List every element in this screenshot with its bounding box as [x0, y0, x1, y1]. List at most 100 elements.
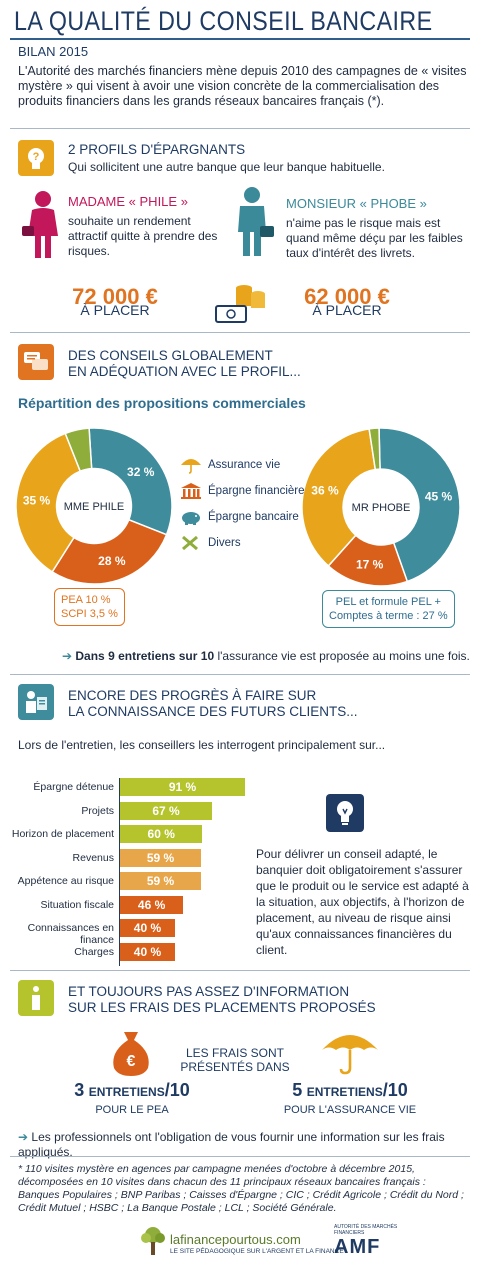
money-bag-icon: € — [108, 1028, 154, 1083]
bar: 59 % — [120, 872, 202, 890]
donut-slice-assurance-vie — [15, 432, 82, 573]
donut-data-label: 28 % — [98, 554, 126, 568]
man-icon — [232, 186, 276, 263]
section-divider — [10, 128, 470, 129]
madame-name: MADAME « PHILE » — [68, 194, 188, 209]
section4-title-2: SUR LES FRAIS DES PLACEMENTS PROPOSÉS — [68, 1000, 376, 1015]
legend-item-divers: Divers — [180, 534, 305, 552]
av-count: 5 — [292, 1080, 303, 1100]
section3-lead: Lors de l'entretien, les conseillers les… — [18, 738, 386, 752]
pea-stat: 3 ENTRETIENS/10 — [72, 1080, 192, 1101]
fees-conclusion: Les professionnels ont l'obligation de v… — [18, 1130, 445, 1159]
section1-title: 2 PROFILS D'ÉPARGNANTS — [68, 142, 246, 157]
av-stat: 5 ENTRETIENS/10 — [290, 1080, 410, 1101]
phobe-note-cat: Comptes à terme : 27 % — [329, 610, 448, 622]
donut-data-label: 35 % — [23, 494, 51, 508]
bar: 40 % — [120, 919, 175, 937]
legend-item-epargne-bancaire: Épargne bancaire — [180, 508, 305, 526]
bar: 46 % — [120, 895, 184, 914]
umbrella-icon — [181, 459, 201, 474]
section2-conclusion: ➔ Dans 9 entretiens sur 10 l'assurance v… — [62, 649, 470, 664]
section3-title-1: ENCORE DES PROGRÈS À FAIRE SUR — [68, 688, 317, 703]
conclusion-bold: Dans 9 entretiens sur 10 — [75, 649, 215, 663]
advice-text: Pour délivrer un conseil adapté, le banq… — [256, 847, 469, 957]
donut-data-label: 36 % — [311, 483, 339, 497]
money-icon — [214, 276, 270, 329]
chat-bubbles-icon — [18, 344, 54, 380]
donut-slice--pargne-financi-re — [51, 518, 168, 585]
conclusion-rest: l'assurance vie est proposée au moins un… — [214, 649, 470, 663]
fees-center-text: LES FRAIS SONT PRÉSENTÉS DANS — [180, 1046, 290, 1074]
donut-data-label: 32 % — [127, 465, 155, 479]
bar-category-label: Situation fiscale — [40, 898, 114, 911]
donut-chart-phobe: 45 % 17 % 36 % MR PHOBE — [301, 427, 461, 587]
bar-category-label: Charges — [74, 945, 114, 958]
question-icon: ? — [18, 140, 54, 176]
donut-data-label: 17 % — [356, 557, 384, 571]
intro-text: L'Autorité des marchés financiers mène d… — [18, 64, 467, 108]
bar-chart-questions: Épargne détenue 91 % Projets 67 % Horizon de… — [0, 778, 250, 968]
madame-place: À PLACER — [80, 302, 150, 318]
amf-logo[interactable]: AMF — [334, 1236, 381, 1258]
section3-title-2: LA CONNAISSANCE DES FUTURS CLIENTS... — [68, 704, 358, 719]
section2-title-2: EN ADÉQUATION AVEC LE PROFIL... — [68, 364, 301, 379]
pea-count: 3 — [74, 1080, 85, 1100]
legend-item-epargne-financiere: Épargne financière — [180, 482, 305, 500]
donut-center-label: MME PHILE — [64, 501, 125, 513]
arrow-icon: ➔ — [18, 1130, 32, 1144]
av-word: ENTRETIENS — [306, 1085, 383, 1099]
legend-label: Assurance vie — [208, 459, 281, 471]
legend-label: Épargne bancaire — [208, 511, 299, 523]
amf-small-text: AUTORITÉ DES MARCHÉS FINANCIERS — [334, 1224, 398, 1236]
donut-slice-divers — [368, 427, 381, 471]
section-divider — [10, 1156, 470, 1157]
info-icon — [18, 980, 54, 1016]
page-subtitle: BILAN 2015 — [18, 44, 89, 59]
fees-line-2: PRÉSENTÉS DANS — [180, 1060, 290, 1074]
legend-label: Divers — [208, 537, 241, 549]
donut-slice-assurance-vie — [301, 428, 377, 567]
bar-category-label: Connaissances en finance — [27, 922, 114, 946]
av-total: /10 — [382, 1080, 408, 1100]
donut-slice--pargne-bancaire — [378, 427, 461, 583]
monsieur-amount: 62 000 € — [304, 284, 390, 309]
woman-icon — [22, 190, 64, 265]
person-reading-icon — [18, 684, 54, 720]
phile-note-scpi: SCPI 3,5 % — [61, 608, 118, 620]
svg-text:?: ? — [33, 151, 40, 163]
monsieur-place: À PLACER — [312, 302, 382, 318]
bar-category-label: Horizon de placement — [11, 828, 114, 840]
section-divider — [10, 332, 470, 333]
lafinancepourtous-logo[interactable]: lafinancepourtous.com — [170, 1232, 301, 1247]
madame-desc: souhaite un rendement attractif quitte à… — [68, 214, 218, 258]
page-title: LA QUALITÉ DU CONSEIL BANCAIRE — [14, 6, 433, 36]
section4-conclusion: ➔ Les professionnels ont l'obligation de… — [18, 1130, 470, 1160]
phile-note-box: PEA 10 % SCPI 3,5 % — [54, 588, 125, 626]
legend-label: Épargne financière — [208, 485, 305, 497]
chart-legend: Assurance vie Épargne financière Épargne… — [180, 456, 305, 560]
section-divider — [10, 970, 470, 971]
donut-center-label: MR PHOBE — [352, 502, 411, 514]
fees-line-1: LES FRAIS SONT — [185, 1046, 285, 1060]
monsieur-name: MONSIEUR « PHOBE » — [286, 196, 427, 211]
donut-slice-divers — [64, 427, 93, 473]
bar: 40 % — [120, 942, 175, 961]
bank-building-icon — [181, 483, 201, 499]
lafinancepourtous-tagline: LE SITE PÉDAGOGIQUE SUR L'ARGENT ET LA F… — [170, 1248, 344, 1255]
section1-subtitle: Qui sollicitent une autre banque que leu… — [68, 160, 385, 174]
monsieur-desc: n'aime pas le risque mais est quand même… — [286, 216, 463, 260]
piggy-bank-icon — [182, 512, 200, 525]
bar: 59 % — [120, 848, 202, 867]
tools-icon — [182, 535, 198, 551]
footnote: * 110 visites mystère en agences par cam… — [18, 1163, 464, 1214]
bar: 91 % — [120, 778, 245, 796]
umbrella-icon — [320, 1028, 380, 1081]
bar: 60 % — [120, 825, 203, 843]
bar-category-label: Projets — [81, 804, 114, 817]
section4-title-1: ET TOUJOURS PAS ASSEZ D'INFORMATION — [68, 984, 350, 999]
phobe-note-box: PEL et formule PEL + Comptes à terme : 2… — [322, 590, 455, 628]
av-label: POUR L'ASSURANCE VIE — [283, 1104, 417, 1116]
phile-note-pea: PEA 10 % — [61, 594, 111, 606]
bar-category-label: Appétence au risque — [17, 875, 114, 887]
chart-title: Répartition des propositions commerciale… — [18, 395, 306, 411]
